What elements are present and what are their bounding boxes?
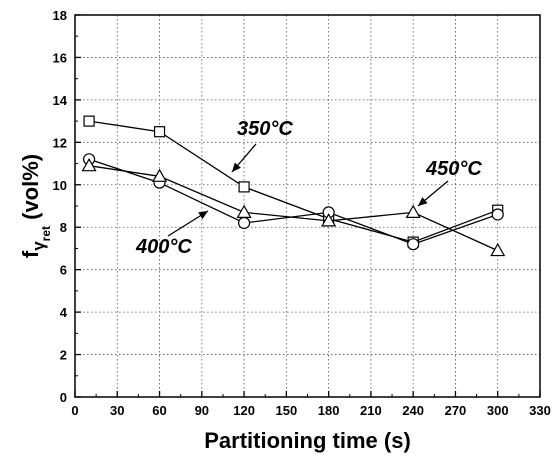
- y-tick-label: 4: [60, 305, 68, 320]
- data-point: [84, 116, 94, 126]
- x-tick-label: 300: [487, 403, 509, 418]
- plot-frame: [75, 15, 540, 397]
- x-tick-label: 0: [71, 403, 78, 418]
- annotation-label: 450°C: [425, 158, 482, 180]
- data-point: [155, 127, 165, 137]
- x-tick-label: 240: [402, 403, 424, 418]
- y-tick-label: 0: [60, 390, 67, 405]
- x-tick-label: 90: [195, 403, 209, 418]
- y-tick-label: 12: [53, 135, 67, 150]
- y-tick-label: 2: [60, 348, 67, 363]
- data-point: [491, 244, 504, 256]
- data-point: [408, 239, 419, 250]
- y-tick-labels: 0 2 4 6 8 10 12 14 16 18: [53, 8, 68, 405]
- data-point: [239, 182, 249, 192]
- arrowhead: [198, 211, 208, 219]
- x-tick-label: 120: [233, 403, 255, 418]
- x-tick-label: 270: [445, 403, 467, 418]
- y-axis-title-rest: (vol%): [18, 154, 43, 226]
- series-line: [89, 121, 498, 242]
- annotation: 400°C: [135, 211, 208, 258]
- x-tick-label: 150: [276, 403, 298, 418]
- x-axis-title: Partitioning time (s): [204, 428, 411, 453]
- x-tick-labels: 0 30 60 90 120 150 180 210 240 270 300 330: [71, 403, 550, 418]
- x-tick-label: 60: [152, 403, 166, 418]
- annotation: 350°C: [232, 118, 293, 172]
- ticks: [75, 15, 540, 397]
- annotation-label: 400°C: [135, 236, 192, 258]
- x-tick-label: 180: [318, 403, 340, 418]
- x-tick-label: 210: [360, 403, 382, 418]
- data-point: [238, 206, 251, 218]
- y-tick-label: 16: [53, 50, 67, 65]
- y-axis-title-sub2: ret: [39, 226, 53, 241]
- x-tick-label: 330: [529, 403, 551, 418]
- y-tick-label: 8: [60, 220, 67, 235]
- y-tick-label: 14: [53, 93, 68, 108]
- y-axis-title: fγret (vol%): [18, 154, 53, 258]
- grid: [75, 15, 540, 397]
- y-tick-label: 6: [60, 263, 67, 278]
- x-tick-label: 30: [110, 403, 124, 418]
- data-point: [407, 206, 420, 218]
- data-point: [492, 209, 503, 220]
- annotation-label: 350°C: [237, 118, 293, 140]
- annotation: 450°C: [418, 158, 482, 206]
- y-tick-label: 18: [53, 8, 67, 23]
- data-point: [239, 217, 250, 228]
- series-layer: [83, 116, 505, 255]
- y-tick-label: 10: [53, 178, 67, 193]
